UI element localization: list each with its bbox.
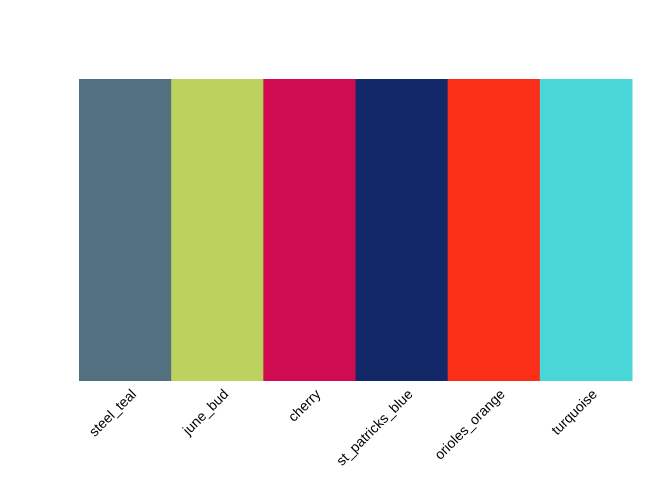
x-tick-label: steel_teal xyxy=(86,386,140,440)
x-tick-label: orioles_orange xyxy=(431,386,508,463)
x-tick-label: turquoise xyxy=(548,386,600,438)
swatch-cherry xyxy=(263,79,356,381)
swatch-orioles-orange xyxy=(447,79,541,381)
swatch-june-bud xyxy=(171,79,264,381)
x-tick-label: cherry xyxy=(285,386,324,425)
swatch-steel-teal xyxy=(79,79,172,381)
x-tick-labels: steel_teal june_bud cherry st_patricks_blue… xyxy=(86,386,601,469)
swatches xyxy=(79,79,633,381)
swatch-turquoise xyxy=(539,79,633,381)
swatch-st-patricks-blue xyxy=(355,79,449,381)
x-tick-label: st_patricks_blue xyxy=(333,386,416,469)
x-tick-label: june_bud xyxy=(179,386,232,439)
